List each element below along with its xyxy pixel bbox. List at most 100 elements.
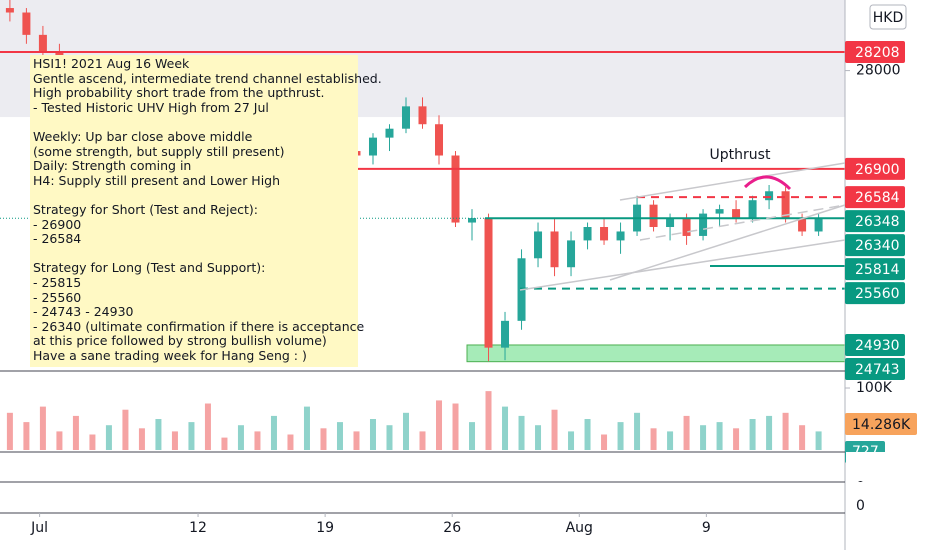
candle-body	[583, 227, 592, 241]
volume-bar	[700, 425, 707, 450]
x-tick-label: 26	[443, 520, 461, 536]
candle-body	[765, 191, 774, 201]
candle-body	[600, 227, 609, 241]
y-tick-label: 28000	[856, 63, 901, 79]
note-line: - 25560	[33, 289, 82, 305]
volume-bar	[436, 400, 443, 450]
channel-line	[519, 239, 846, 291]
candle-body	[550, 231, 559, 268]
annotation: Upthrust	[710, 147, 771, 163]
volume-bar	[815, 431, 822, 450]
candle-body	[435, 124, 444, 156]
volume-bar	[204, 403, 211, 450]
note-line: - 25815	[33, 274, 82, 290]
volume-bar	[171, 431, 178, 450]
candle-body	[732, 209, 741, 219]
note-line: at this price followed by strong bullish…	[33, 333, 327, 349]
volume-bar	[766, 415, 773, 450]
candle-body	[501, 320, 510, 348]
volume-bar	[419, 431, 426, 450]
volume-bar	[634, 412, 641, 450]
currency: HKD	[873, 10, 904, 26]
x-tick-label: 19	[316, 520, 334, 536]
candle-body	[451, 155, 460, 223]
note-line: - 26340 (ultimate confirmation if there …	[33, 318, 365, 334]
volume-bar	[733, 428, 740, 450]
price-label: 25814	[855, 262, 900, 278]
channel-line	[609, 204, 846, 281]
candle-body	[5, 8, 14, 13]
candle-body	[534, 231, 543, 259]
candle-body	[798, 218, 807, 232]
note-line: Weekly: Up bar close above middle	[33, 128, 253, 144]
note-paragraph: Strategy for Long (Test and Support): - 2…	[33, 261, 365, 363]
note-line: High probability short trade from the up…	[33, 85, 325, 101]
upthrust-arc	[743, 175, 792, 191]
currency-box	[869, 4, 907, 30]
note-line: Have a sane trading week for Hang Seng :…	[33, 347, 307, 363]
price-label: 24743	[855, 362, 900, 378]
volume-bar	[799, 425, 806, 450]
volume-bar	[584, 419, 591, 450]
volume-bar	[336, 422, 343, 450]
volume-bar	[39, 406, 46, 450]
volume-bar	[122, 409, 129, 450]
candle-body	[38, 34, 47, 53]
x-tick-label: Aug	[566, 520, 593, 536]
candle-body	[401, 106, 410, 129]
volume-bar	[320, 428, 327, 450]
pane-cover	[846, 452, 932, 481]
volume-bar	[72, 415, 79, 450]
support-zone	[466, 344, 846, 363]
volume-bar	[716, 422, 723, 450]
candle-body	[418, 106, 427, 125]
note-line: - 26900	[33, 216, 82, 232]
volume-tick-label: 100K	[856, 380, 893, 396]
price-label-box	[845, 157, 905, 180]
note-line: - 24743 - 24930	[33, 304, 134, 320]
candle-body	[699, 213, 708, 236]
volume-bar	[56, 431, 63, 450]
volume-bar	[568, 431, 575, 450]
volume-bar	[23, 422, 30, 450]
candle-body	[385, 128, 394, 138]
volume-bar	[353, 431, 360, 450]
note-line: - Tested Historic UHV High from 27 Jul	[33, 99, 269, 115]
candle-body	[484, 218, 493, 348]
price-label-box	[845, 186, 905, 209]
volume-bar	[138, 428, 145, 450]
note-paragraph: HSI1! 2021 Aug 16 Week Gentle ascend, int…	[33, 56, 382, 115]
price-label-box	[845, 282, 905, 305]
price-label: 25560	[855, 286, 900, 302]
volume-bar	[105, 425, 112, 450]
volume-bar	[502, 406, 509, 450]
volume-bar	[254, 431, 261, 450]
x-tick-label: 9	[702, 520, 711, 536]
note: HSI1! 2021 Aug 16 Week Gentle ascend, int…	[30, 55, 382, 367]
note-paragraph: Strategy for Short (Test and Reject): - 2…	[33, 202, 355, 247]
price-label-box	[845, 234, 905, 257]
volume-bar	[155, 419, 162, 450]
volume-bar	[369, 419, 376, 450]
candle-body	[748, 200, 757, 219]
channel-line	[619, 162, 846, 201]
price-label: 26348	[855, 214, 900, 230]
volume-bar	[485, 391, 492, 450]
candle-body	[368, 137, 377, 156]
volume-bar	[6, 412, 13, 450]
pane-label: 0	[856, 498, 865, 514]
price-label-box	[845, 333, 905, 356]
volume-bar	[303, 406, 310, 450]
candle-body	[567, 240, 576, 268]
volume-ma-label: 14.286K	[852, 417, 911, 433]
price-label: 26584	[855, 190, 900, 206]
candle-body	[781, 191, 790, 219]
price-label-box	[845, 41, 905, 64]
candle-body	[666, 218, 675, 228]
candle-body	[649, 204, 658, 228]
price-label: 28208	[855, 45, 900, 61]
candle-body	[22, 12, 31, 35]
price-label-box	[845, 258, 905, 281]
price-label: 24930	[855, 338, 900, 354]
